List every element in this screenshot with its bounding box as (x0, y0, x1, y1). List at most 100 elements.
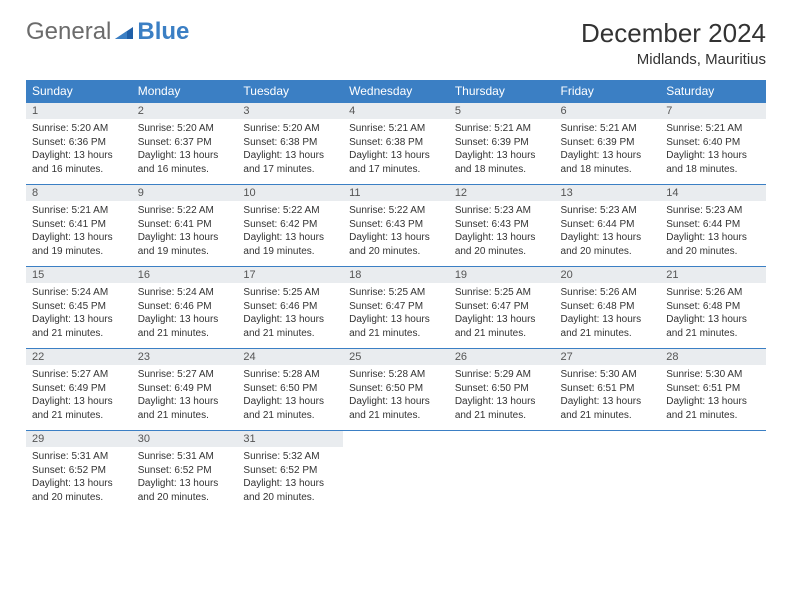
calendar-cell: 19Sunrise: 5:25 AMSunset: 6:47 PMDayligh… (449, 267, 555, 349)
calendar-cell: 4Sunrise: 5:21 AMSunset: 6:38 PMDaylight… (343, 103, 449, 185)
sunset-line: Sunset: 6:50 PM (349, 383, 423, 394)
calendar-cell: 9Sunrise: 5:22 AMSunset: 6:41 PMDaylight… (132, 185, 238, 267)
day-number: 21 (660, 267, 766, 283)
sunrise-line: Sunrise: 5:21 AM (455, 123, 531, 134)
daylight-line: Daylight: 13 hours and 21 minutes. (455, 396, 536, 421)
sunrise-line: Sunrise: 5:22 AM (138, 205, 214, 216)
sunrise-line: Sunrise: 5:20 AM (32, 123, 108, 134)
sunrise-line: Sunrise: 5:21 AM (349, 123, 425, 134)
calendar-cell: 7Sunrise: 5:21 AMSunset: 6:40 PMDaylight… (660, 103, 766, 185)
daylight-line: Daylight: 13 hours and 21 minutes. (32, 314, 113, 339)
calendar-cell: 10Sunrise: 5:22 AMSunset: 6:42 PMDayligh… (237, 185, 343, 267)
sunrise-line: Sunrise: 5:21 AM (561, 123, 637, 134)
brand-part1: General (26, 18, 111, 46)
sunset-line: Sunset: 6:51 PM (666, 383, 740, 394)
daylight-line: Daylight: 13 hours and 16 minutes. (32, 150, 113, 175)
sunset-line: Sunset: 6:45 PM (32, 301, 106, 312)
daylight-line: Daylight: 13 hours and 17 minutes. (349, 150, 430, 175)
day-data: Sunrise: 5:21 AM Sunset: 6:39 PM Daylight:… (555, 119, 661, 182)
sunset-line: Sunset: 6:50 PM (243, 383, 317, 394)
day-data: Sunrise: 5:27 AMSunset: 6:49 PMDaylight:… (132, 365, 238, 428)
day-number: 2 (132, 103, 238, 119)
calendar-cell: 14Sunrise: 5:23 AMSunset: 6:44 PMDayligh… (660, 185, 766, 267)
sunset-line: Sunset: 6:52 PM (32, 465, 106, 476)
day-number: 18 (343, 267, 449, 283)
daylight-line: Daylight: 13 hours and 18 minutes. (455, 150, 536, 175)
day-number: 12 (449, 185, 555, 201)
sunrise-line: Sunrise: 5:28 AM (349, 369, 425, 380)
calendar-cell: 24Sunrise: 5:28 AMSunset: 6:50 PMDayligh… (237, 349, 343, 431)
sunset-line: Sunset: 6:39 PM (561, 137, 635, 148)
day-header: Saturday (660, 80, 766, 103)
day-header: Monday (132, 80, 238, 103)
day-data: Sunrise: 5:32 AMSunset: 6:52 PMDaylight:… (237, 447, 343, 510)
sunset-line: Sunset: 6:39 PM (455, 137, 529, 148)
day-data: Sunrise: 5:21 AM Sunset: 6:39 PM Daylight:… (449, 119, 555, 182)
day-number: 23 (132, 349, 238, 365)
calendar-cell: 1 Sunrise: 5:20 AM Sunset: 6:36 PM Daylight… (26, 103, 132, 185)
daylight-line: Daylight: 13 hours and 21 minutes. (243, 314, 324, 339)
sunrise-line: Sunrise: 5:26 AM (561, 287, 637, 298)
sunrise-line: Sunrise: 5:27 AM (32, 369, 108, 380)
daylight-line: Daylight: 13 hours and 20 minutes. (138, 478, 219, 503)
daylight-line: Daylight: 13 hours and 20 minutes. (561, 232, 642, 257)
sunrise-line: Sunrise: 5:31 AM (138, 451, 214, 462)
calendar-table: SundayMondayTuesdayWednesdayThursdayFrid… (26, 80, 766, 513)
sunset-line: Sunset: 6:38 PM (243, 137, 317, 148)
day-data: Sunrise: 5:26 AMSunset: 6:48 PMDaylight:… (555, 283, 661, 346)
sunset-line: Sunset: 6:36 PM (32, 137, 106, 148)
sunset-line: Sunset: 6:48 PM (561, 301, 635, 312)
sunrise-line: Sunrise: 5:24 AM (138, 287, 214, 298)
day-data: Sunrise: 5:30 AMSunset: 6:51 PMDaylight:… (660, 365, 766, 428)
sunrise-line: Sunrise: 5:22 AM (243, 205, 319, 216)
day-data: Sunrise: 5:25 AMSunset: 6:47 PMDaylight:… (449, 283, 555, 346)
daylight-line: Daylight: 13 hours and 21 minutes. (666, 396, 747, 421)
calendar-cell (555, 431, 661, 513)
daylight-line: Daylight: 13 hours and 17 minutes. (243, 150, 324, 175)
day-number: 27 (555, 349, 661, 365)
day-data: Sunrise: 5:20 AM Sunset: 6:36 PM Daylight:… (26, 119, 132, 182)
sunrise-line: Sunrise: 5:30 AM (561, 369, 637, 380)
day-number: 19 (449, 267, 555, 283)
day-data: Sunrise: 5:25 AMSunset: 6:47 PMDaylight:… (343, 283, 449, 346)
day-data: Sunrise: 5:21 AMSunset: 6:38 PMDaylight:… (343, 119, 449, 182)
daylight-line: Daylight: 13 hours and 20 minutes. (32, 478, 113, 503)
day-number: 24 (237, 349, 343, 365)
calendar-cell: 29Sunrise: 5:31 AMSunset: 6:52 PMDayligh… (26, 431, 132, 513)
day-number: 6 (555, 103, 661, 119)
day-number: 3 (237, 103, 343, 119)
day-number: 17 (237, 267, 343, 283)
sunset-line: Sunset: 6:49 PM (138, 383, 212, 394)
sunrise-line: Sunrise: 5:26 AM (666, 287, 742, 298)
day-data: Sunrise: 5:28 AMSunset: 6:50 PMDaylight:… (237, 365, 343, 428)
daylight-line: Daylight: 13 hours and 18 minutes. (561, 150, 642, 175)
day-number: 10 (237, 185, 343, 201)
sunset-line: Sunset: 6:41 PM (32, 219, 106, 230)
day-data: Sunrise: 5:31 AMSunset: 6:52 PMDaylight:… (132, 447, 238, 510)
sunrise-line: Sunrise: 5:22 AM (349, 205, 425, 216)
day-number: 1 (26, 103, 132, 119)
calendar-cell: 16Sunrise: 5:24 AMSunset: 6:46 PMDayligh… (132, 267, 238, 349)
calendar-cell: 25Sunrise: 5:28 AMSunset: 6:50 PMDayligh… (343, 349, 449, 431)
location: Midlands, Mauritius (581, 51, 766, 68)
sunset-line: Sunset: 6:51 PM (561, 383, 635, 394)
day-number: 4 (343, 103, 449, 119)
daylight-line: Daylight: 13 hours and 18 minutes. (666, 150, 747, 175)
calendar-cell: 31Sunrise: 5:32 AMSunset: 6:52 PMDayligh… (237, 431, 343, 513)
day-number: 9 (132, 185, 238, 201)
daylight-line: Daylight: 13 hours and 21 minutes. (666, 314, 747, 339)
sunset-line: Sunset: 6:50 PM (455, 383, 529, 394)
day-number: 16 (132, 267, 238, 283)
calendar-cell: 30Sunrise: 5:31 AMSunset: 6:52 PMDayligh… (132, 431, 238, 513)
daylight-line: Daylight: 13 hours and 16 minutes. (138, 150, 219, 175)
day-number: 20 (555, 267, 661, 283)
day-data: Sunrise: 5:22 AMSunset: 6:41 PMDaylight:… (132, 201, 238, 264)
day-header: Tuesday (237, 80, 343, 103)
day-number: 8 (26, 185, 132, 201)
calendar-cell: 5Sunrise: 5:21 AMSunset: 6:39 PMDaylight… (449, 103, 555, 185)
day-data: Sunrise: 5:21 AMSunset: 6:41 PMDaylight:… (26, 201, 132, 264)
brand-part2: Blue (137, 18, 189, 46)
sunset-line: Sunset: 6:40 PM (666, 137, 740, 148)
day-number: 22 (26, 349, 132, 365)
sunrise-line: Sunrise: 5:20 AM (138, 123, 214, 134)
